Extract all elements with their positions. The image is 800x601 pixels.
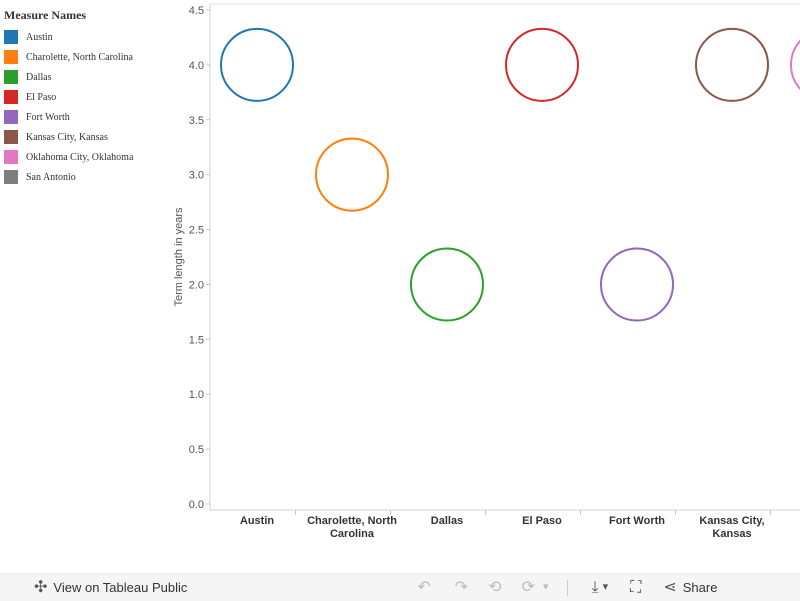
y-tick-label: 2.0	[189, 279, 204, 291]
legend-swatch	[4, 170, 18, 184]
legend-item[interactable]: El Paso	[4, 87, 174, 107]
legend-item[interactable]: Oklahoma City, Oklahoma	[4, 147, 174, 167]
legend-swatch	[4, 110, 18, 124]
y-tick-label: 0.0	[189, 499, 204, 511]
data-point	[600, 247, 674, 322]
legend-title: Measure Names	[4, 8, 87, 22]
y-tick-label: 3.5	[189, 115, 204, 127]
redo-icon[interactable]: ↷	[454, 578, 469, 596]
y-tick-label: 1.0	[189, 389, 204, 401]
x-tick-label: Kansas City,	[699, 515, 764, 527]
legend-label: Kansas City, Kansas	[26, 131, 108, 143]
y-tick-label: 0.5	[189, 444, 204, 456]
legend-swatch	[4, 30, 18, 44]
legend-swatch	[4, 90, 18, 104]
toolbar-separator	[566, 579, 568, 596]
toolbar: ✣ View on Tableau Public ↶ ↷ ⟲ ⟳ ▾ ⤓ ▾ ⛶…	[0, 573, 800, 601]
undo-icon[interactable]: ↶	[417, 578, 431, 596]
legend-label: Oklahoma City, Oklahoma	[26, 151, 134, 163]
legend-label: El Paso	[26, 91, 57, 103]
legend-label: San Antonio	[26, 171, 76, 183]
data-point	[410, 247, 484, 322]
legend-label: Charolette, North Carolina	[26, 51, 133, 63]
legend-label: Austin	[26, 31, 53, 43]
y-tick-label: 4.0	[189, 60, 204, 72]
legend-swatch	[4, 70, 18, 84]
data-point	[695, 27, 769, 102]
x-tick-label: Austin	[240, 515, 275, 527]
legend-swatch	[4, 150, 18, 164]
data-point	[315, 137, 389, 212]
legend-label: Fort Worth	[26, 111, 70, 123]
legend-item[interactable]: Dallas	[4, 67, 174, 87]
refresh-icon[interactable]: ⟳	[521, 578, 535, 596]
legend-item[interactable]: Kansas City, Kansas	[4, 127, 174, 147]
tableau-logo-icon: ✣	[34, 578, 48, 596]
chart: 0.0 0.5 1.0 1.5 2.0 2.5 3.0 3.5 4.0 4.5 Term lengt…	[173, 3, 800, 540]
download-icon[interactable]: ⤓	[591, 578, 599, 596]
x-tick-label: Kansas	[712, 528, 751, 540]
legend: Measure Names Austin Charolette, North Ca…	[4, 8, 174, 187]
y-tick-label: 1.5	[189, 334, 204, 346]
x-tick-label: Fort Worth	[609, 515, 665, 527]
legend-item[interactable]: Fort Worth	[4, 107, 174, 127]
x-tick-label: Carolina	[330, 528, 375, 540]
view-on-tableau-label: View on Tableau Public	[53, 580, 188, 595]
x-tick-label: El Paso	[522, 515, 562, 527]
legend-items: Austin Charolette, North Carolina Dallas El…	[4, 27, 174, 187]
data-point	[505, 27, 579, 102]
legend-swatch	[4, 50, 18, 64]
x-tick-label: Dallas	[431, 515, 463, 527]
x-tick-label: Charolette, North	[307, 515, 397, 527]
legend-item[interactable]: San Antonio	[4, 167, 174, 187]
share-label: Share	[682, 580, 718, 595]
legend-label: Dallas	[26, 71, 52, 83]
refresh-dropdown-icon[interactable]: ▾	[542, 581, 549, 593]
data-point	[220, 27, 294, 102]
share-icon: ⋖	[663, 578, 677, 596]
data-point	[790, 39, 800, 91]
revert-icon[interactable]: ⟲	[488, 578, 502, 596]
y-tick-label: 4.5	[189, 5, 204, 17]
y-axis-label: Term length in years	[173, 207, 185, 307]
legend-item[interactable]: Austin	[4, 27, 174, 47]
y-tick-label: 2.5	[189, 225, 204, 237]
download-dropdown-icon[interactable]: ▾	[602, 581, 609, 593]
legend-swatch	[4, 130, 18, 144]
view-on-tableau-button[interactable]: ✣ View on Tableau Public	[34, 578, 188, 596]
share-button[interactable]: ⋖ Share	[663, 578, 718, 596]
fullscreen-icon[interactable]: ⛶	[630, 578, 642, 596]
legend-item[interactable]: Charolette, North Carolina	[4, 47, 174, 67]
y-tick-label: 3.0	[189, 170, 204, 182]
